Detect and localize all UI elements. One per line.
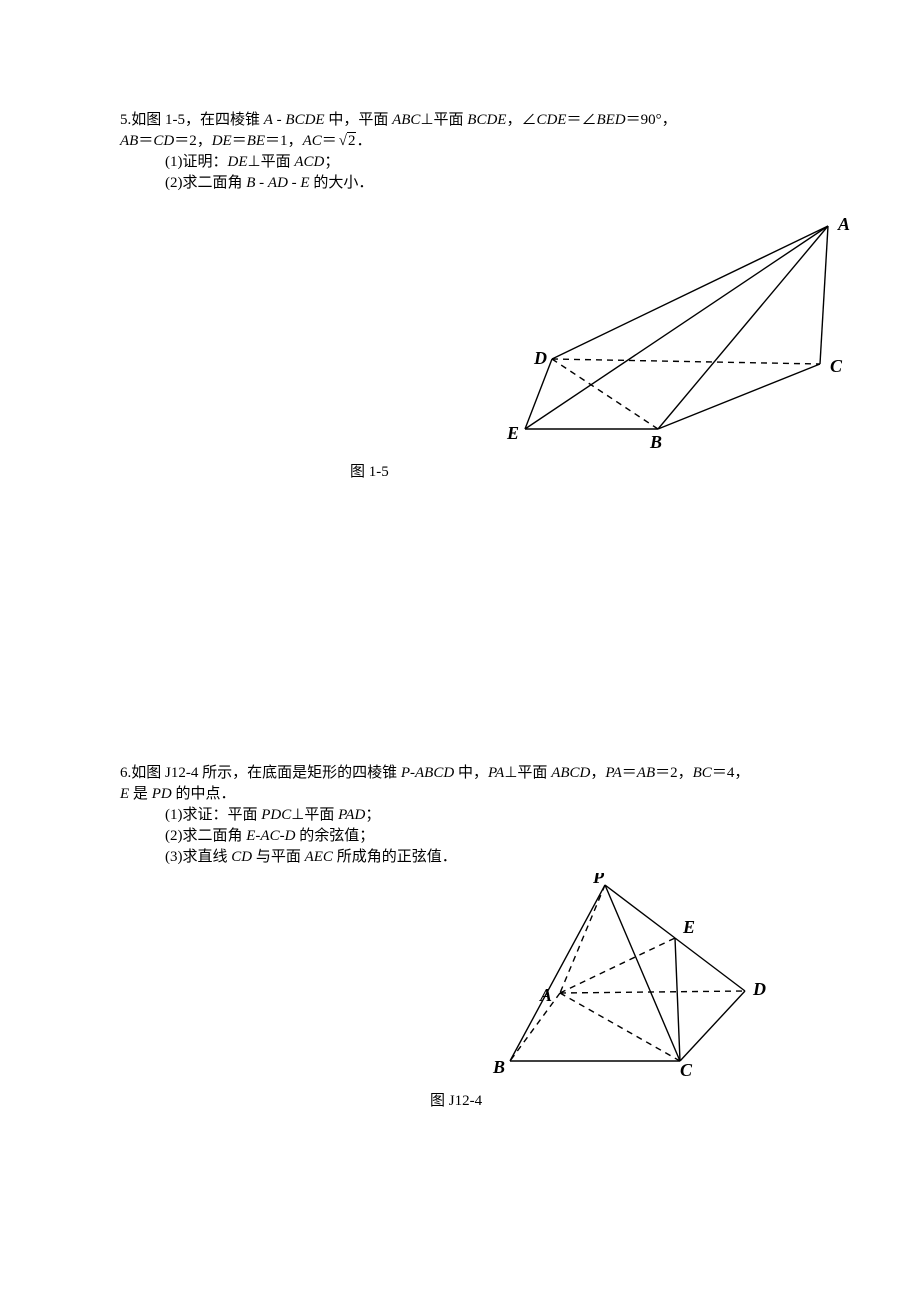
text: ．	[356, 133, 371, 149]
svg-text:B: B	[492, 1057, 505, 1077]
svg-text:C: C	[830, 356, 843, 376]
svg-text:E: E	[506, 423, 519, 443]
text: ⊥平面	[248, 154, 295, 170]
var: BED	[596, 112, 625, 128]
svg-text:A: A	[837, 214, 850, 234]
text: ⊥平面	[504, 765, 551, 781]
svg-text:A: A	[539, 985, 552, 1005]
text: ＝∠	[566, 112, 596, 128]
text: ＝4，	[712, 765, 750, 781]
text: ＝	[138, 133, 153, 149]
text: (3)求直线	[165, 849, 231, 865]
svg-text:E: E	[682, 917, 695, 937]
problem-5-q2: (2)求二面角 B - AD - E 的大小．	[120, 173, 815, 194]
text: ⊥平面	[291, 807, 338, 823]
var: CD	[153, 133, 174, 149]
var: E	[300, 175, 309, 191]
text: (1)求证：平面	[165, 807, 261, 823]
var: AD	[268, 175, 288, 191]
text: 中，平面	[325, 112, 393, 128]
text: 是	[129, 786, 152, 802]
text: 所成角的正弦值．	[333, 849, 457, 865]
var: DE	[228, 154, 248, 170]
var: D	[285, 828, 296, 844]
text: ＝	[232, 133, 247, 149]
var: PAD	[338, 807, 365, 823]
figure-j12-4-caption: 图 J12-4	[120, 1091, 815, 1112]
text: -	[255, 175, 268, 191]
var: A	[264, 112, 273, 128]
text: 与平面	[252, 849, 305, 865]
problem-5-q1: (1)证明：DE⊥平面 ACD；	[120, 152, 815, 173]
text: ＝2，	[174, 133, 212, 149]
text: (2)求二面角	[165, 175, 246, 191]
var: AC	[303, 133, 322, 149]
svg-text:D: D	[752, 979, 766, 999]
var: AEC	[305, 849, 333, 865]
text: 5.如图 1-5，在四棱锥	[120, 112, 264, 128]
var: BCDE	[467, 112, 506, 128]
problem-5-line1: 5.如图 1-5，在四棱锥 A - BCDE 中，平面 ABC⊥平面 BCDE，…	[120, 110, 815, 131]
text: -	[288, 175, 301, 191]
var: CDE	[536, 112, 566, 128]
var: PD	[152, 786, 172, 802]
text: ，∠	[506, 112, 536, 128]
var: E	[120, 786, 129, 802]
text: 6.如图 J12-4 所示，在底面是矩形的四棱锥	[120, 765, 401, 781]
text: (1)证明：	[165, 154, 228, 170]
svg-text:D: D	[533, 348, 547, 368]
problem-5-line2: AB＝CD＝2，DE＝BE＝1，AC＝√2．	[120, 131, 815, 152]
text: 的中点．	[172, 786, 236, 802]
var: PA	[488, 765, 504, 781]
var: DE	[212, 133, 232, 149]
text: ＝90°，	[626, 112, 677, 128]
figure-j12-4-area: P A B C D E 图 J12-4	[120, 873, 815, 1112]
problem-5: 5.如图 1-5，在四棱锥 A - BCDE 中，平面 ABC⊥平面 BCDE，…	[120, 110, 815, 483]
text: -	[273, 112, 286, 128]
problem-6-q2: (2)求二面角 E-AC-D 的余弦值；	[120, 826, 815, 847]
svg-text:C: C	[680, 1060, 693, 1080]
figure-1-5-caption: 图 1-5	[120, 462, 815, 483]
var: P	[401, 765, 410, 781]
var: ABCD	[415, 765, 454, 781]
figure-1-5-area: ACDEB 图 1-5	[120, 214, 815, 483]
text: ；	[365, 807, 380, 823]
text: ⊥平面	[420, 112, 467, 128]
var: ABC	[392, 112, 420, 128]
text: ；	[324, 154, 339, 170]
var: AB	[120, 133, 138, 149]
var: PA	[605, 765, 621, 781]
text: ＝	[622, 765, 637, 781]
problem-6: 6.如图 J12-4 所示，在底面是矩形的四棱锥 P-ABCD 中，PA⊥平面 …	[120, 763, 815, 1112]
text: ，	[590, 765, 605, 781]
var: AB	[637, 765, 655, 781]
var: PDC	[261, 807, 291, 823]
var: ACD	[294, 154, 324, 170]
text: ＝2，	[655, 765, 693, 781]
problem-6-q3: (3)求直线 CD 与平面 AEC 所成角的正弦值．	[120, 847, 815, 868]
text: 的余弦值；	[295, 828, 374, 844]
var: CD	[231, 849, 252, 865]
text: ＝	[322, 133, 337, 149]
var: AC	[260, 828, 279, 844]
text: ＝1，	[265, 133, 303, 149]
figure-j12-4: P A B C D E	[485, 873, 785, 1083]
var: BCDE	[285, 112, 324, 128]
sqrt: √2	[337, 131, 357, 152]
text: 中，	[454, 765, 488, 781]
problem-6-line1: 6.如图 J12-4 所示，在底面是矩形的四棱锥 P-ABCD 中，PA⊥平面 …	[120, 763, 815, 784]
text: 的大小．	[310, 175, 374, 191]
text: (2)求二面角	[165, 828, 246, 844]
problem-6-line2: E 是 PD 的中点．	[120, 784, 815, 805]
svg-text:P: P	[592, 873, 605, 887]
var: ABCD	[551, 765, 590, 781]
figure-1-5: A C D E B	[490, 214, 870, 454]
var: BE	[247, 133, 265, 149]
problem-6-q1: (1)求证：平面 PDC⊥平面 PAD；	[120, 805, 815, 826]
var: BC	[693, 765, 712, 781]
svg-text:B: B	[649, 432, 662, 452]
